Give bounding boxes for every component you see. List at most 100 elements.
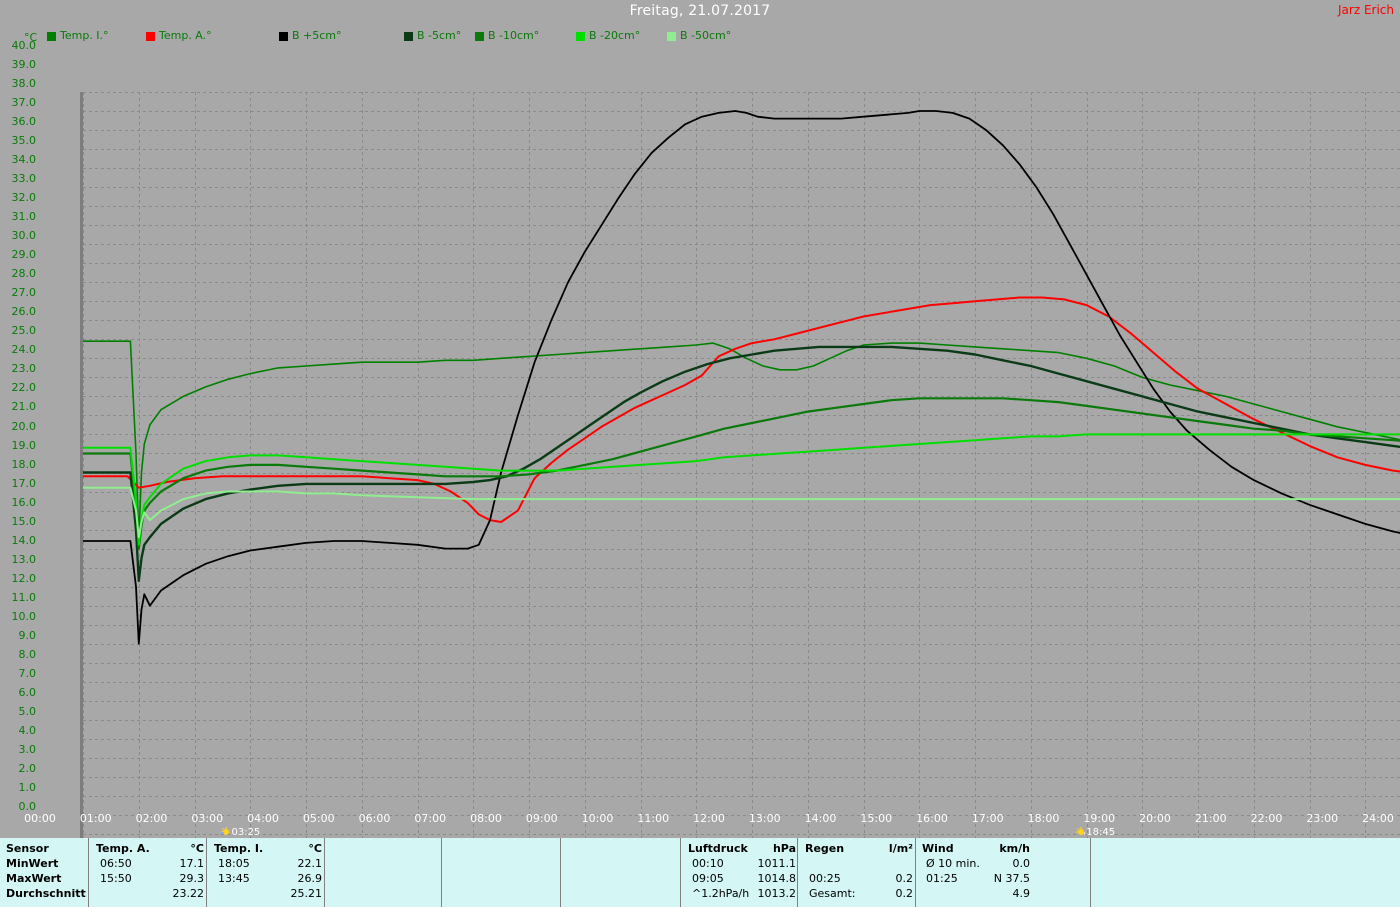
x-axis-tick-label: 12:00: [693, 812, 725, 825]
y-axis-tick-label: 36.0: [11, 115, 37, 129]
y-axis-tick-label: 3.0: [18, 742, 37, 756]
y-axis-tick-label: 28.0: [11, 267, 37, 281]
header-bar: Freitag, 21.07.2017 Jarz Erich: [0, 0, 1400, 26]
legend-boden-minus50[interactable]: B -50cm°: [667, 30, 731, 44]
table-divider: [560, 838, 561, 907]
legend-swatch-icon: [146, 32, 155, 41]
table-col-unit: hPa: [772, 842, 796, 855]
y-axis-tick-label: 2.0: [18, 761, 37, 775]
y-axis-tick-label: 34.0: [11, 153, 37, 167]
table-col-header: Wind: [922, 842, 954, 855]
y-axis-tick-label: 39.0: [11, 58, 37, 72]
y-axis-tick-label: 25.0: [11, 324, 37, 338]
y-axis-tick-label: 27.0: [11, 286, 37, 300]
table-cell-time: 00:10: [692, 857, 724, 870]
table-cell-time: Gesamt:: [809, 887, 856, 900]
x-axis-tick-label: 19:00: [1083, 812, 1116, 825]
y-axis-tick-label: 17.0: [11, 476, 37, 490]
sun-time-label: 18:45: [1086, 827, 1116, 838]
x-axis-tick-label: 05:00: [302, 812, 335, 825]
x-axis-tick-label: 18:00: [1027, 812, 1060, 825]
x-axis-tick-label: 14:00: [804, 812, 837, 825]
y-axis-tick-label: 38.0: [11, 77, 37, 91]
y-axis-tick-label: 8.0: [18, 647, 37, 661]
x-axis-tick-label: 16:00: [916, 812, 948, 825]
y-axis-tick-label: 1.0: [18, 780, 37, 794]
summary-table: Sensor MinWert MaxWert Durchschnitt Temp. A.…: [0, 838, 1400, 907]
legend-boden-minus20[interactable]: B -20cm°: [576, 30, 640, 44]
x-axis-tick-label: 08:00: [470, 812, 502, 825]
table-cell-time: 15:50: [100, 872, 132, 885]
y-axis: 40.0 39.0 38.0 37.0 36.0 35.0 34.0 33.0 32.0 31.0…: [0, 39, 37, 813]
grid-lines: [83, 92, 1400, 853]
legend-temp-aussen[interactable]: Temp. A.°: [146, 30, 212, 44]
y-axis-tick-label: 10.0: [11, 609, 37, 623]
legend-label: B -20cm°: [589, 29, 641, 42]
x-axis-tick-label: 13:00: [748, 812, 781, 825]
y-axis-tick-label: 0.0: [18, 800, 37, 813]
x-axis-tick-label: 07:00: [414, 812, 447, 825]
table-col-header: Luftdruck: [688, 842, 748, 855]
y-axis-tick-label: 5.0: [18, 704, 37, 718]
y-axis-tick-label: 6.0: [18, 685, 37, 699]
legend-boden-plus5[interactable]: B +5cm°: [279, 30, 342, 44]
table-col-unit: °C: [190, 842, 204, 855]
table-row-label: MinWert: [6, 857, 59, 870]
plot-frame: [40, 46, 1400, 856]
y-axis-tick-label: 11.0: [11, 590, 37, 604]
table-cell-value: 0.2: [895, 872, 914, 885]
table-cell-value: 1011.1: [757, 857, 797, 870]
legend-label: B -50cm°: [680, 29, 732, 42]
table-cell-value: 1014.8: [757, 872, 797, 885]
y-axis-tick-label: 19.0: [11, 438, 37, 452]
table-cell-time: 13:45: [218, 872, 250, 885]
y-axis-tick-label: 13.0: [11, 552, 37, 566]
table-cell-value: 22.1: [297, 857, 323, 870]
table-col-header: Regen: [805, 842, 845, 855]
table-cell-time: Ø 10 min.: [926, 857, 980, 870]
x-axis-tick-label: 21:00: [1194, 812, 1227, 825]
y-axis-tick-label: 12.0: [11, 571, 37, 585]
x-axis-tick-label: 20:00: [1139, 812, 1171, 825]
legend-swatch-icon: [475, 32, 484, 41]
x-axis-tick-label: 02:00: [135, 812, 168, 825]
table-row-label: MaxWert: [6, 872, 62, 885]
y-axis-tick-label: 30.0: [11, 229, 37, 243]
x-axis-tick-label: 15:00: [860, 812, 893, 825]
table-col-unit: °C: [308, 842, 322, 855]
plot-area: [80, 92, 1400, 856]
x-axis-tick-label: 23:00: [1306, 812, 1339, 825]
table-cell-time: 06:50: [100, 857, 132, 870]
table-cell-time: 18:05: [218, 857, 250, 870]
y-axis-tick-label: 14.0: [11, 533, 37, 547]
table-row-label: Durchschnitt: [6, 887, 86, 900]
table-col-unit: km/h: [999, 842, 1030, 855]
legend-boden-minus5[interactable]: B -5cm°: [404, 30, 461, 44]
table-cell-time: 01:25: [926, 872, 958, 885]
x-axis-tick-label: 04:00: [247, 812, 279, 825]
y-axis-tick-label: 16.0: [11, 495, 37, 509]
legend-label: B +5cm°: [292, 29, 342, 42]
table-col-header: Temp. I.: [214, 842, 264, 855]
table-cell-value: 26.9: [297, 872, 323, 885]
legend-label: Temp. I.°: [60, 29, 109, 42]
table-cell-value: 29.3: [179, 872, 205, 885]
table-divider: [680, 838, 681, 907]
x-axis-tick-label: 17:00: [971, 812, 1004, 825]
legend-swatch-icon: [667, 32, 676, 41]
table-cell-value: N 37.5: [993, 872, 1030, 885]
legend-boden-minus10[interactable]: B -10cm°: [475, 30, 539, 44]
table-divider: [88, 838, 89, 907]
legend-label: Temp. A.°: [159, 29, 212, 42]
sunrise-icon: [220, 826, 231, 837]
legend-temp-innen[interactable]: Temp. I.°: [47, 30, 109, 44]
x-axis: 00:00 01:00 02:00 03:00 04:00 05:00 06:00 07:00…: [0, 812, 1400, 838]
x-axis-tick-label: 24:00: [1362, 812, 1394, 825]
x-axis-tick-label: 03:00: [191, 812, 224, 825]
legend-swatch-icon: [404, 32, 413, 41]
table-cell-time: 09:05: [692, 872, 724, 885]
table-cell-value: 0.0: [1012, 857, 1031, 870]
legend-swatch-icon: [47, 32, 56, 41]
table-divider: [797, 838, 798, 907]
y-axis-tick-label: 26.0: [11, 305, 37, 319]
